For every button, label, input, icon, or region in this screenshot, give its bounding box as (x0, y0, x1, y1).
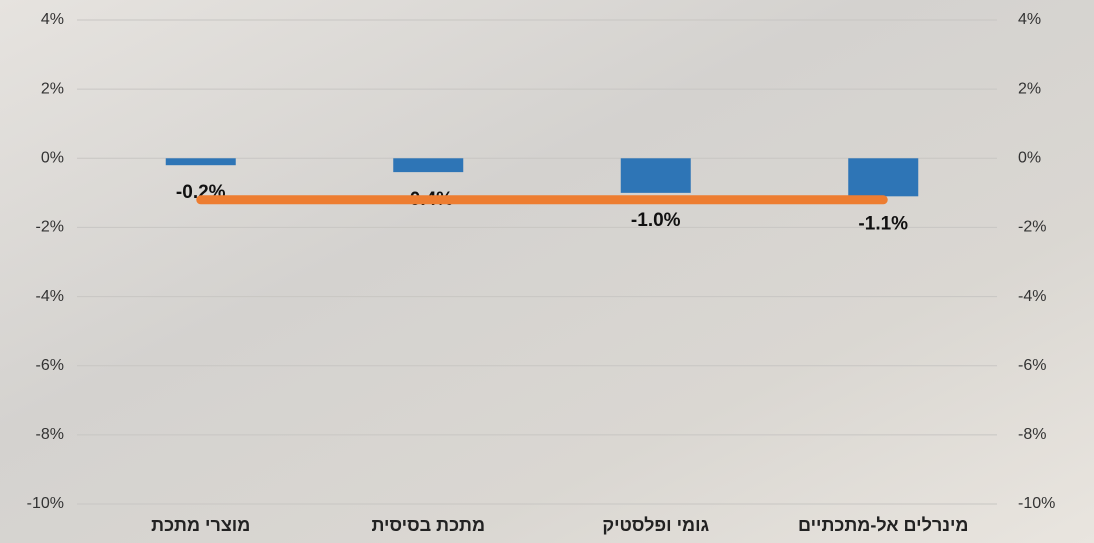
value-label: -1.1% (858, 213, 908, 234)
y-tick-label: -2% (36, 219, 64, 236)
x-tick-label: מתכת בסיסית (371, 515, 485, 535)
y2-tick-label: -4% (1018, 288, 1046, 305)
y2-tick-label: -8% (1018, 426, 1046, 443)
y-tick-label: 4% (41, 11, 64, 28)
value-label: -1.0% (631, 210, 681, 231)
y2-tick-label: -10% (1018, 495, 1055, 512)
bar (393, 158, 464, 173)
bar (620, 158, 691, 193)
y2-tick-label: -2% (1018, 219, 1046, 236)
y-tick-label: -6% (36, 357, 64, 374)
x-tick-label: מינרלים אל-מתכתיים (798, 515, 969, 535)
y-tick-label: 2% (41, 80, 64, 97)
y-tick-label: 0% (41, 150, 64, 167)
y2-tick-label: 2% (1018, 80, 1041, 97)
y-tick-label: -10% (27, 495, 64, 512)
y-tick-label: -4% (36, 288, 64, 305)
x-tick-label: גומי ופלסטיק (602, 515, 709, 535)
bar (165, 158, 236, 166)
bar (848, 158, 919, 197)
y2-tick-label: -6% (1018, 357, 1046, 374)
x-tick-label: מוצרי מתכת (151, 515, 250, 535)
y-tick-label: -8% (36, 426, 64, 443)
y2-tick-label: 4% (1018, 11, 1041, 28)
y2-tick-label: 0% (1018, 150, 1041, 167)
